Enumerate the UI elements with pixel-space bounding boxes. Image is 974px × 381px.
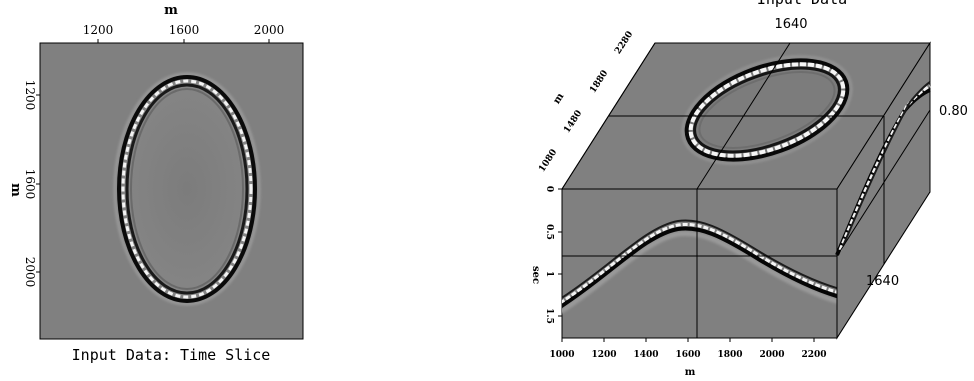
cube-x-axis-label: m — [685, 367, 696, 378]
cube-x-axis: 1000 1200 1400 1600 1800 2000 2200 m — [549, 338, 827, 378]
cube-depth-tick: 1080 — [537, 148, 559, 174]
slice-x-value: 1640 — [774, 17, 807, 32]
slice-time-value: 0.80 — [939, 104, 968, 119]
cube-x-tick: 2200 — [801, 350, 826, 360]
cube-time-tick: 0 — [544, 186, 554, 192]
cube-x-tick: 1000 — [549, 350, 574, 360]
data-cube-title: Input Data — [757, 0, 847, 8]
cube-x-tick: 1800 — [717, 350, 742, 360]
top-slice-line — [696, 42, 791, 190]
time-slice-x-axis-label: m — [164, 3, 178, 18]
time-slice-panel: m 1200 1600 2000 1200 1600 2000 m Input … — [8, 3, 304, 364]
slice-y-value: 1640 — [866, 274, 899, 289]
front-hyperbola — [562, 219, 837, 314]
cube-time-tick: 1.5 — [544, 308, 554, 324]
side-slice-line — [836, 109, 931, 257]
cube-top-ellipse — [681, 55, 853, 165]
cube-depth-axis-label: m — [551, 91, 566, 106]
time-slice-ellipse — [113, 72, 261, 306]
cube-time-axis: 0 0.5 1 1.5 sec — [530, 186, 562, 324]
cube-depth-tick: 1880 — [588, 69, 610, 95]
data-cube-panel: Input Data — [530, 0, 968, 378]
time-slice-x-tick: 2000 — [254, 23, 285, 37]
cube-time-axis-label: sec — [530, 266, 541, 284]
cube-front-face — [561, 188, 838, 339]
cube-depth-tick: 2280 — [613, 30, 635, 56]
time-slice-y-axis-label: m — [8, 183, 23, 197]
time-slice-y-tick: 2000 — [23, 257, 37, 288]
cube-x-tick: 1600 — [675, 350, 700, 360]
time-slice-y-tick: 1200 — [23, 80, 37, 111]
time-slice-y-tick: 1600 — [23, 169, 37, 200]
time-slice-caption: Input Data: Time Slice — [72, 346, 271, 364]
cube-x-tick: 1200 — [591, 350, 616, 360]
cube-x-tick: 1400 — [633, 350, 658, 360]
side-hyperbola — [835, 81, 931, 256]
time-slice-x-tick: 1600 — [169, 23, 200, 37]
cube-x-tick: 2000 — [759, 350, 784, 360]
cube-time-tick: 0.5 — [544, 224, 554, 240]
time-slice-x-tick: 1200 — [83, 23, 114, 37]
cube-depth-tick: 1480 — [562, 109, 584, 135]
cube-time-tick: 1 — [544, 271, 554, 277]
